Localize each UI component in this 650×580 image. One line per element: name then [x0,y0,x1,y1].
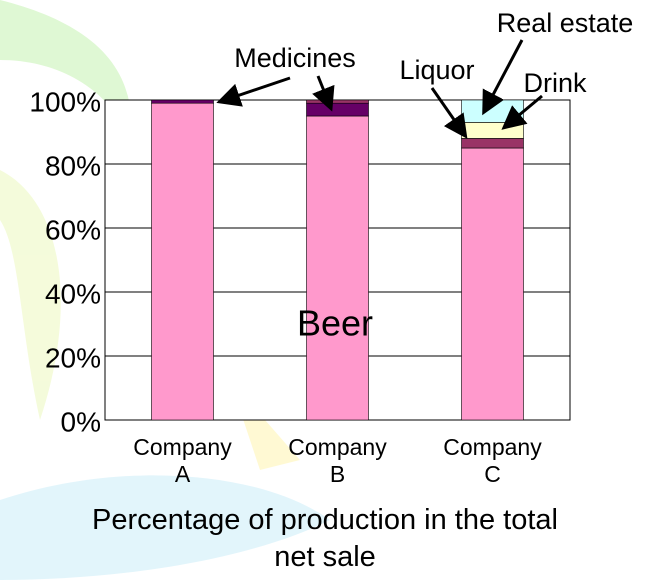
y-tick-label: 60% [45,214,101,245]
bar-segment [151,102,214,421]
series-label: Medicines [234,43,356,73]
x-tick-label: Company C [443,434,542,487]
bar-segment [306,102,369,117]
arrow [430,87,468,139]
y-tick-label: 0% [61,406,101,437]
background-decoration [0,0,330,580]
bar-segment [461,138,524,149]
series-label: Liquor [399,55,474,85]
y-tick-label: 80% [45,150,101,181]
bar-segment [461,147,524,421]
x-axis-title: Percentage of production in the total ne… [92,504,558,573]
series-label: Real estate [497,8,634,38]
x-tick-label: Company A [133,434,232,487]
annotation-arrows [216,39,543,139]
y-tick-label: 100% [29,86,101,117]
y-tick-label: 20% [45,342,101,373]
bar-segment [461,122,524,139]
arrow [312,75,335,112]
arrow [216,76,291,107]
bar-segment [306,99,369,104]
arrow [501,94,543,130]
bar-segment [151,99,214,104]
bar-segment [306,115,369,421]
series-label: Beer [297,303,373,344]
plot-area: 0% 20% 40% 60% 80% 100% [29,86,571,437]
y-tick-label: 40% [45,278,101,309]
series-label: Drink [523,68,587,98]
arrow [482,39,524,116]
x-tick-label: Company B [288,434,387,487]
